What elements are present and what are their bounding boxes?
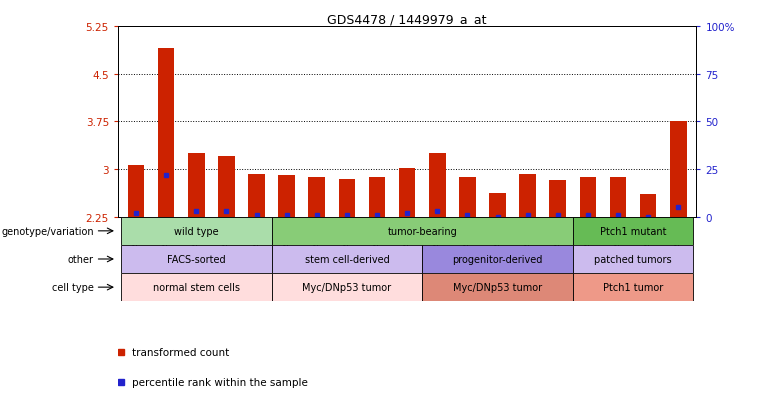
Text: stem cell-derived: stem cell-derived (304, 254, 390, 264)
Bar (248, 174, 265, 217)
Bar (670, 122, 686, 217)
Bar (610, 178, 626, 217)
Text: wild type: wild type (174, 226, 218, 236)
Text: normal stem cells: normal stem cells (153, 282, 240, 292)
Bar (422, 245, 573, 273)
Bar (128, 165, 145, 217)
Text: Ptch1 mutant: Ptch1 mutant (600, 226, 667, 236)
Text: other: other (68, 254, 94, 264)
Bar (121, 245, 272, 273)
Bar (272, 217, 573, 245)
Bar (422, 273, 573, 301)
Bar (308, 177, 325, 217)
Text: percentile rank within the sample: percentile rank within the sample (132, 377, 307, 387)
Text: transformed count: transformed count (132, 347, 229, 357)
Text: cell type: cell type (52, 282, 94, 292)
Bar (519, 174, 536, 217)
Title: GDS4478 / 1449979_a_at: GDS4478 / 1449979_a_at (327, 13, 487, 26)
Bar (573, 245, 693, 273)
Text: tumor-bearing: tumor-bearing (387, 226, 457, 236)
Bar (272, 273, 422, 301)
Bar (399, 169, 416, 217)
Bar (121, 217, 272, 245)
Bar (279, 176, 295, 217)
Text: FACS-sorted: FACS-sorted (167, 254, 225, 264)
Bar (573, 217, 693, 245)
Text: patched tumors: patched tumors (594, 254, 672, 264)
Bar (188, 154, 205, 217)
Bar (158, 49, 174, 217)
Bar (459, 178, 476, 217)
Text: genotype/variation: genotype/variation (2, 226, 94, 236)
Text: progenitor-derived: progenitor-derived (452, 254, 543, 264)
Bar (640, 195, 657, 217)
Text: Myc/DNp53 tumor: Myc/DNp53 tumor (453, 282, 542, 292)
Bar (549, 180, 566, 217)
Bar (339, 179, 355, 217)
Bar (489, 194, 506, 217)
Bar (121, 273, 272, 301)
Text: Myc/DNp53 tumor: Myc/DNp53 tumor (302, 282, 391, 292)
Text: Ptch1 tumor: Ptch1 tumor (603, 282, 663, 292)
Bar (272, 245, 422, 273)
Bar (580, 178, 596, 217)
Bar (218, 157, 234, 217)
Bar (573, 273, 693, 301)
Bar (369, 177, 385, 217)
Bar (429, 154, 445, 217)
